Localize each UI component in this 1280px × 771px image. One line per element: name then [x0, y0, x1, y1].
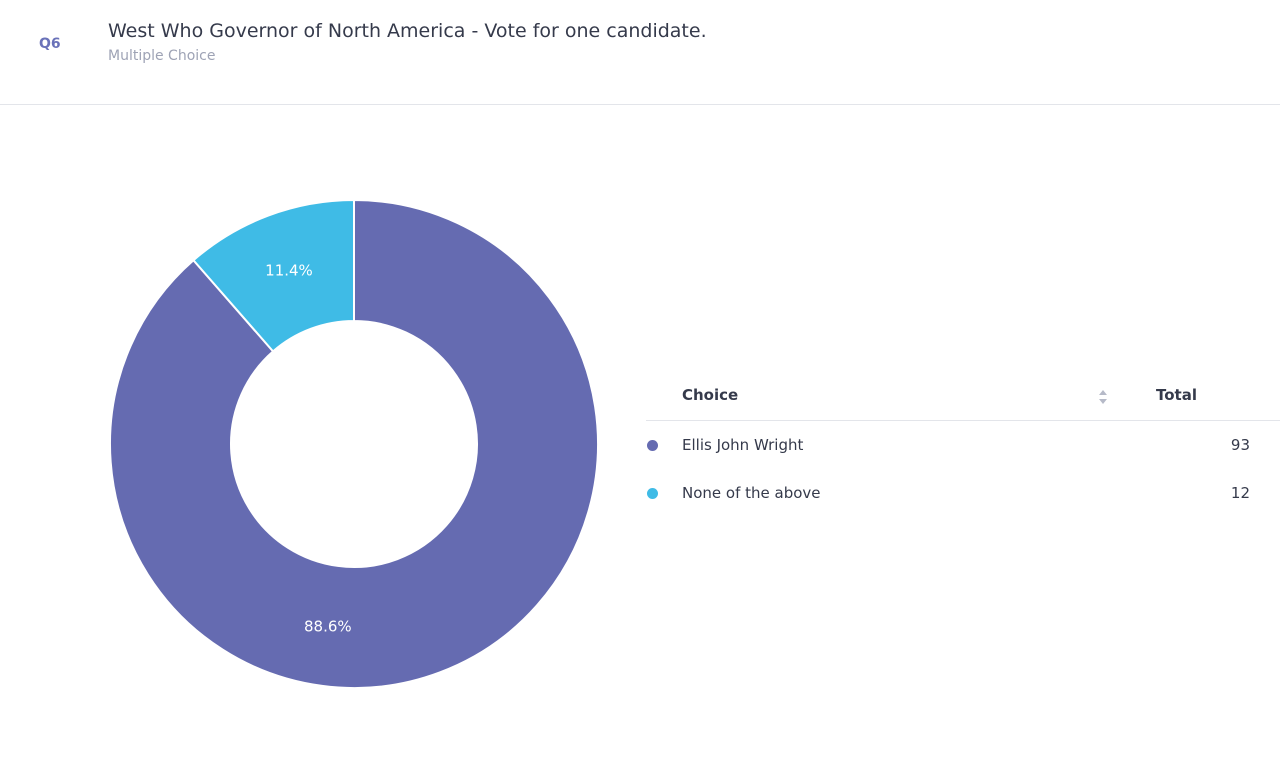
table-header: Choice Total: [646, 372, 1280, 421]
table-row: Ellis John Wright 93: [646, 421, 1280, 469]
legend-dot-none-of-the-above: [647, 488, 658, 499]
question-type: Multiple Choice: [108, 48, 216, 64]
slice-percent-label: 88.6%: [304, 618, 352, 636]
question-title: West Who Governor of North America - Vot…: [108, 20, 707, 42]
table-row: None of the above 12: [646, 469, 1280, 517]
choice-total: 93: [1230, 436, 1250, 454]
choice-total: 12: [1230, 484, 1250, 502]
question-number: Q6: [39, 36, 61, 52]
sort-icon[interactable]: [1098, 389, 1108, 405]
choice-label: None of the above: [682, 484, 821, 502]
results-table: Choice Total Ellis John Wright 93 None o…: [646, 372, 1280, 517]
donut-slice-ellis-john-wright[interactable]: [109, 198, 599, 689]
legend-dot-ellis-john-wright: [647, 440, 658, 451]
donut-chart: 88.6% 11.4%: [109, 198, 599, 689]
question-header: Q6 West Who Governor of North America - …: [0, 0, 1280, 105]
donut-slice-none-of-the-above[interactable]: [192, 198, 355, 353]
choice-label: Ellis John Wright: [682, 436, 804, 454]
slice-percent-label: 11.4%: [265, 261, 313, 279]
choice-column-header[interactable]: Choice: [682, 386, 739, 404]
total-column-header[interactable]: Total: [1156, 386, 1197, 404]
